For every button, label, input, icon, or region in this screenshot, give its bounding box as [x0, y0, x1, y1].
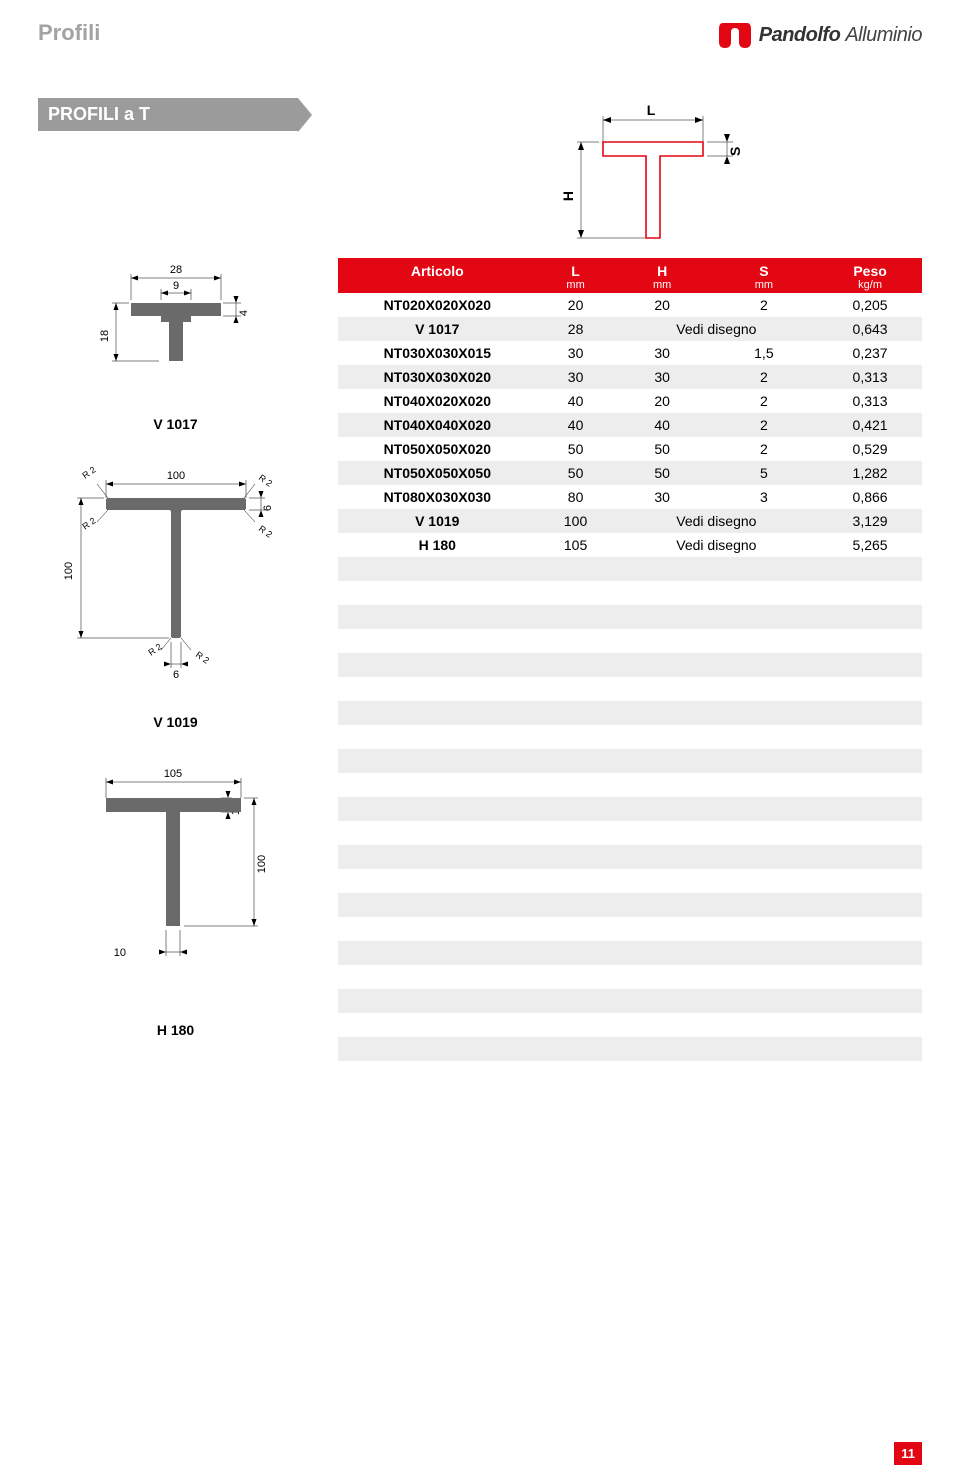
table-body: NT020X020X020202020,205V 101728Vedi dise…	[338, 293, 922, 1061]
table-row	[338, 749, 922, 773]
profile-table: Articolo LmmHmmSmmPesokg/m NT020X020X020…	[338, 258, 922, 1061]
table-row	[338, 869, 922, 893]
table-column-header: Pesokg/m	[818, 258, 922, 293]
drawing-h180: 105 10 100	[66, 764, 286, 1038]
drawing-caption: V 1019	[61, 714, 291, 730]
table-row: NT030X030X01530301,50,237	[338, 341, 922, 365]
page: Profili Pandolfo Alluminio PROFILI a T L	[0, 0, 960, 1483]
table-row	[338, 581, 922, 605]
table-row	[338, 989, 922, 1013]
drawing-caption: H 180	[66, 1022, 286, 1038]
table-row: NT050X050X050505051,282	[338, 461, 922, 485]
page-title: PROFILI a T	[38, 98, 298, 131]
table-row	[338, 605, 922, 629]
table-row	[338, 701, 922, 725]
table-row	[338, 821, 922, 845]
svg-text:S: S	[727, 147, 743, 156]
table-column-header: Articolo	[338, 258, 537, 293]
svg-text:9: 9	[172, 280, 178, 292]
svg-text:6: 6	[172, 669, 178, 681]
drawing-caption: V 1017	[81, 416, 271, 432]
table-row	[338, 941, 922, 965]
table-row	[338, 773, 922, 797]
svg-text:6: 6	[262, 505, 274, 511]
svg-text:100: 100	[63, 562, 75, 580]
svg-text:100: 100	[166, 470, 184, 482]
drawing-v1017: 28 9 4	[81, 258, 271, 432]
svg-text:28: 28	[169, 264, 181, 276]
main-t-profile-diagram: L S H	[555, 98, 765, 258]
svg-text:105: 105	[163, 768, 181, 780]
table-row: NT080X030X030803030,866	[338, 485, 922, 509]
brand: Pandolfo Alluminio	[717, 20, 922, 50]
table-row	[338, 845, 922, 869]
table-row	[338, 797, 922, 821]
table-row	[338, 653, 922, 677]
svg-text:R 2: R 2	[80, 466, 97, 481]
table-column-header: Hmm	[615, 258, 710, 293]
svg-text:R 2: R 2	[256, 472, 273, 488]
table-row	[338, 629, 922, 653]
svg-text:R 2: R 2	[146, 641, 163, 657]
table-row	[338, 725, 922, 749]
table-row: NT020X020X020202020,205	[338, 293, 922, 317]
table-column-header: Lmm	[537, 258, 615, 293]
svg-text:4: 4	[238, 310, 250, 316]
table-row	[338, 677, 922, 701]
table-row: NT050X050X020505020,529	[338, 437, 922, 461]
svg-text:H: H	[560, 191, 576, 201]
table-row: NT040X020X020402020,313	[338, 389, 922, 413]
table-column-header: Smm	[710, 258, 818, 293]
brand-logo-icon	[717, 20, 753, 50]
svg-text:10: 10	[113, 947, 125, 959]
table-column: Articolo LmmHmmSmmPesokg/m NT020X020X020…	[338, 258, 922, 1061]
table-row	[338, 893, 922, 917]
table-row	[338, 965, 922, 989]
section-title: Profili	[38, 20, 100, 46]
svg-text:18: 18	[99, 330, 111, 342]
table-row	[338, 1037, 922, 1061]
table-row: V 1019100Vedi disegno3,129	[338, 509, 922, 533]
drawings-column: 28 9 4	[38, 258, 313, 1056]
page-number: 11	[894, 1442, 922, 1465]
page-header: Profili Pandolfo Alluminio	[38, 20, 922, 50]
table-row	[338, 557, 922, 581]
table-row: NT040X040X020404020,421	[338, 413, 922, 437]
brand-name: Pandolfo Alluminio	[759, 24, 922, 47]
svg-text:100: 100	[256, 855, 268, 873]
table-row	[338, 917, 922, 941]
svg-text:R 2: R 2	[193, 649, 210, 665]
table-row: H 180105Vedi disegno5,265	[338, 533, 922, 557]
content-layout: 28 9 4	[38, 258, 922, 1061]
drawing-v1019: 100 R 2 R 2 6 R 2 R 2	[61, 466, 291, 730]
table-row: V 101728Vedi disegno0,643	[338, 317, 922, 341]
table-row: NT030X030X020303020,313	[338, 365, 922, 389]
table-row	[338, 1013, 922, 1037]
svg-text:L: L	[647, 102, 656, 118]
svg-text:R 2: R 2	[256, 523, 273, 539]
table-header: Articolo LmmHmmSmmPesokg/m	[338, 258, 922, 293]
svg-text:R 2: R 2	[80, 515, 97, 531]
